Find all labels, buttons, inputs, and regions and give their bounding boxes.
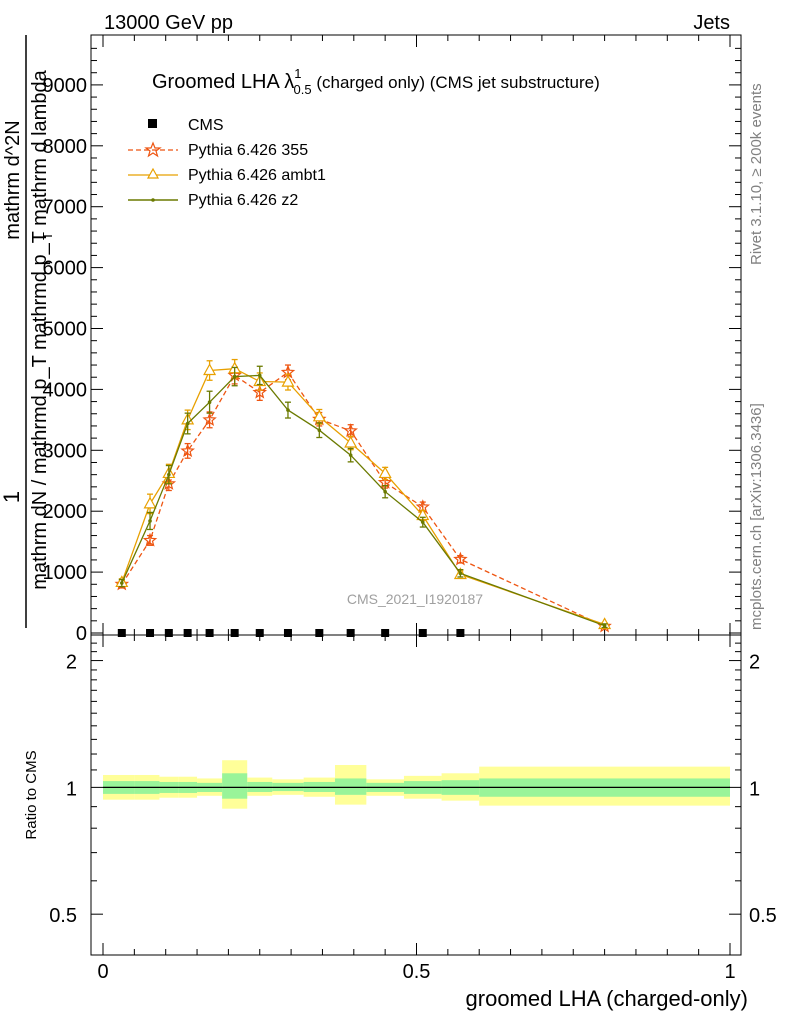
ratio-tick-label-left: 1 <box>66 778 77 800</box>
ratio-tick-label-right: 0.5 <box>749 905 777 927</box>
header-jets: Jets <box>693 12 730 34</box>
star-marker <box>161 476 177 490</box>
dot-marker <box>420 520 425 524</box>
rivet-label: Rivet 3.1.10, ≥ 200k events <box>748 83 765 265</box>
cms-point <box>117 629 126 637</box>
dot-marker <box>120 581 124 585</box>
dot-marker <box>348 453 353 457</box>
dot-marker <box>602 623 607 628</box>
ratio-stat-band <box>334 778 367 795</box>
dot-marker <box>148 519 152 523</box>
legend-label-cms: CMS <box>188 117 224 134</box>
x-axis-label: groomed LHA (charged-only) <box>466 986 748 1011</box>
ratio-ticks <box>91 635 741 955</box>
series-line <box>121 374 605 627</box>
cms-point <box>146 629 155 637</box>
cms-point <box>164 629 173 637</box>
x-tick-labels: 0 0.5 1 <box>97 961 735 983</box>
dot-marker <box>167 472 171 477</box>
y-tick-label: 9000 <box>43 75 88 97</box>
ratio-tick-label-left: 0.5 <box>49 905 77 927</box>
dot-marker <box>286 408 290 412</box>
star-marker <box>202 412 217 427</box>
y-tick-label: 8000 <box>43 136 88 158</box>
dot-marker <box>458 571 463 576</box>
series-line <box>121 368 605 626</box>
legend-marker-355 <box>144 141 162 158</box>
cms-point <box>346 629 355 637</box>
star-marker <box>453 551 468 566</box>
mcplots-label: mcplots.cern.ch [arXiv:1306.3436] <box>748 403 765 630</box>
dot-marker <box>207 400 212 404</box>
dot-marker <box>232 374 237 379</box>
triangle-marker <box>378 466 392 479</box>
plot-title: Groomed LHA λ1 0.5 (charged only) (CMS je… <box>152 66 600 97</box>
legend-label-355: Pythia 6.426 355 <box>188 142 308 159</box>
header-collision: 13000 GeV pp <box>104 12 233 34</box>
cms-point <box>456 629 465 637</box>
ratio-bands <box>103 760 730 809</box>
triangle-marker <box>312 409 326 422</box>
cms-point <box>183 629 192 637</box>
x-tick-label: 1 <box>724 961 735 983</box>
legend: CMS Pythia 6.426 355 Pythia 6.426 ambt1 … <box>128 117 326 209</box>
triangle-marker <box>143 496 157 509</box>
cms-point <box>315 629 324 637</box>
star-marker <box>343 423 358 438</box>
star-marker <box>180 443 195 458</box>
y-tick-label: 4000 <box>43 379 88 401</box>
ylabel-one: 1 <box>0 491 24 503</box>
ylabel-numerator: mathrm d^2N <box>2 120 24 239</box>
main-y-axis-label: 1 mathrm d^2N mathrm dN / mathrmd p_T ma… <box>0 35 55 628</box>
plot-title-sub: 0.5 <box>294 82 312 97</box>
series-line <box>121 371 605 627</box>
y-tick-label: 5000 <box>43 319 88 341</box>
triangle-marker <box>281 374 295 387</box>
star-marker <box>252 384 268 399</box>
y-tick-label: 3000 <box>43 440 88 462</box>
y-tick-label: 1000 <box>43 562 88 584</box>
dot-marker <box>185 421 190 426</box>
dot-marker <box>257 373 262 378</box>
cms-point <box>283 629 292 637</box>
dot-marker <box>383 489 387 494</box>
cms-point <box>418 629 427 637</box>
plot-title-sup: 1 <box>294 66 301 81</box>
ylabel-denominator: mathrm dN / mathrmd p_T mathrmd p_T math… <box>29 69 51 589</box>
main-ticks <box>91 35 741 635</box>
ratio-tick-label-right: 1 <box>749 778 760 800</box>
legend-marker-cms <box>148 119 157 128</box>
triangle-marker <box>203 363 217 376</box>
x-tick-label: 0.5 <box>403 961 431 983</box>
y-tick-label: 0 <box>76 623 87 645</box>
ratio-tick-label-right: 2 <box>749 652 760 674</box>
y-tick-label: 7000 <box>43 197 88 219</box>
ratio-tick-label-left: 2 <box>66 652 77 674</box>
cms-point <box>230 629 239 637</box>
legend-marker-ambt1 <box>146 167 160 179</box>
analysis-watermark: CMS_2021_I1920187 <box>347 591 483 607</box>
star-marker <box>142 532 158 547</box>
cms-point <box>205 629 214 637</box>
plot-title-rest: (charged only) (CMS jet substructure) <box>312 73 600 92</box>
y-tick-label: 2000 <box>43 501 88 523</box>
ratio-stat-band <box>222 773 248 799</box>
cms-point <box>255 629 264 637</box>
ratio-y-axis-label: Ratio to CMS <box>23 750 40 839</box>
legend-label-z2: Pythia 6.426 z2 <box>188 192 298 209</box>
cms-point <box>381 629 390 637</box>
series-layer <box>114 358 612 637</box>
legend-label-ambt1: Pythia 6.426 ambt1 <box>188 167 326 184</box>
main-y-tick-labels: 0 1000 2000 3000 4000 5000 6000 7000 8000 9000 <box>43 75 88 645</box>
x-tick-label: 0 <box>97 961 108 983</box>
ylabel-sub-t: T <box>40 232 55 240</box>
y-tick-label: 6000 <box>43 258 88 280</box>
plot-title-main: Groomed LHA λ <box>152 71 294 93</box>
ratio-y-tick-labels: 0.5 0.5 1 1 2 2 <box>49 652 777 928</box>
legend-marker-z2 <box>151 198 155 202</box>
dot-marker <box>317 428 322 433</box>
triangle-marker <box>344 435 358 448</box>
